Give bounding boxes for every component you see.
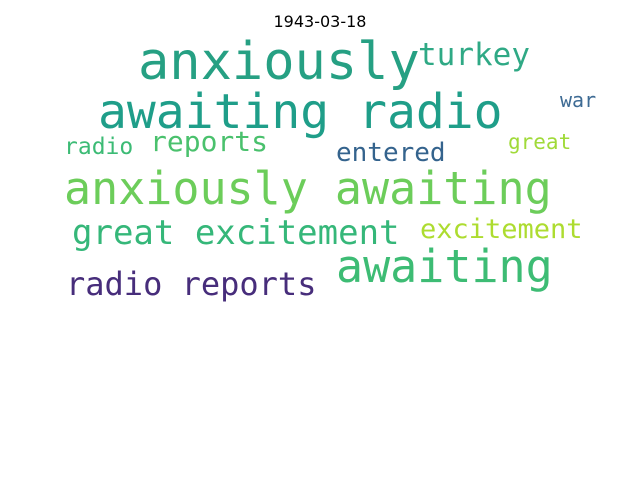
cloud-word: anxiously <box>138 32 420 92</box>
cloud-word: turkey <box>418 37 530 73</box>
cloud-word: awaiting <box>336 240 553 293</box>
chart-title: 1943-03-18 <box>273 12 367 31</box>
cloud-word: great excitement <box>72 213 400 253</box>
cloud-word: war <box>560 88 597 112</box>
cloud-word: reports <box>150 125 269 158</box>
cloud-word: excitement <box>420 214 583 245</box>
cloud-word: radio <box>64 134 134 160</box>
cloud-word: anxiously awaiting <box>64 162 552 215</box>
cloud-word: great <box>508 130 572 154</box>
cloud-word: entered <box>336 138 446 168</box>
cloud-word: awaiting radio <box>98 84 503 140</box>
word-cloud: anxiously turkey awaiting radio war radi… <box>64 36 604 306</box>
cloud-word: radio reports <box>66 265 317 303</box>
